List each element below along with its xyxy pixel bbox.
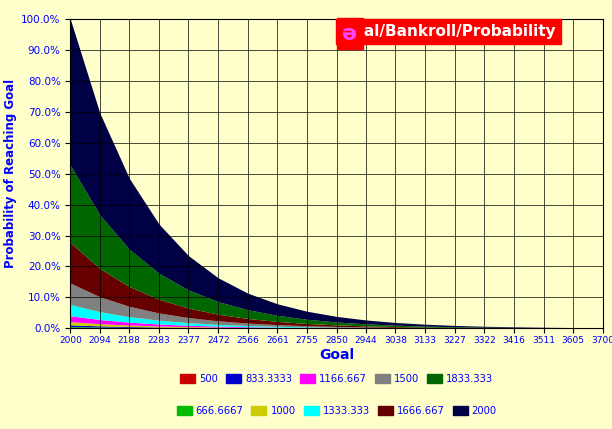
Legend: 500, 833.3333, 1166.667, 1500, 1833.333: 500, 833.3333, 1166.667, 1500, 1833.333 xyxy=(176,369,497,387)
Text: ǝ: ǝ xyxy=(342,24,357,44)
Legend: 666.6667, 1000, 1333.333, 1666.667, 2000: 666.6667, 1000, 1333.333, 1666.667, 2000 xyxy=(173,402,501,420)
X-axis label: Goal: Goal xyxy=(319,347,354,362)
Text: Goal/Bankroll/Probability: Goal/Bankroll/Probability xyxy=(341,24,556,39)
Y-axis label: Probability of Reaching Goal: Probability of Reaching Goal xyxy=(4,79,17,268)
